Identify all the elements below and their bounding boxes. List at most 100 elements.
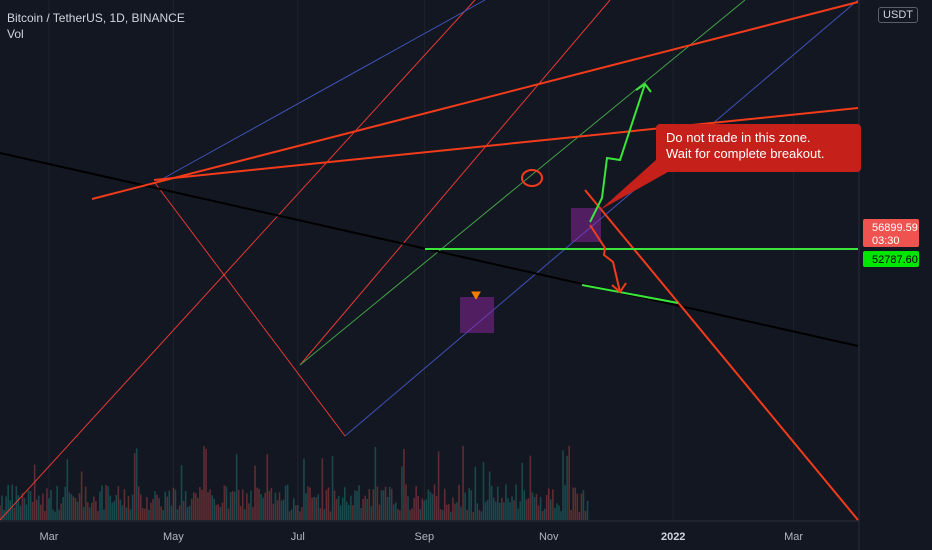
volume-bar bbox=[105, 484, 107, 520]
volume-bar bbox=[64, 486, 67, 520]
volume-bar bbox=[378, 504, 381, 520]
volume-bar bbox=[323, 509, 326, 520]
volume-bar bbox=[190, 498, 193, 520]
volume-bar bbox=[343, 487, 346, 520]
volume-bar bbox=[109, 495, 111, 520]
volume-bar bbox=[205, 448, 207, 520]
volume-bar bbox=[368, 489, 371, 520]
volume-bar bbox=[452, 497, 454, 520]
volume-bar bbox=[433, 484, 436, 520]
volume-bar bbox=[558, 505, 560, 520]
volume-bar bbox=[313, 496, 315, 520]
volume-bar bbox=[382, 490, 385, 520]
volume-bar bbox=[7, 484, 9, 520]
volume-bar bbox=[411, 508, 413, 520]
volume-bar bbox=[48, 498, 50, 520]
volume-bar bbox=[441, 510, 444, 520]
volume-bar bbox=[541, 510, 544, 520]
x-tick-label: Nov bbox=[539, 531, 559, 543]
volume-bar bbox=[429, 491, 432, 520]
volume-bar bbox=[580, 493, 583, 520]
volume-bar bbox=[235, 454, 238, 520]
x-tick-label: May bbox=[163, 531, 184, 543]
volume-bar bbox=[125, 507, 128, 520]
volume-bar bbox=[576, 493, 579, 520]
price-tags: 56899.59 03:30 52787.60 bbox=[863, 219, 919, 267]
volume-bar bbox=[533, 497, 536, 520]
volume-bar bbox=[31, 501, 34, 520]
volume-bar bbox=[40, 504, 42, 520]
volume-bar bbox=[503, 502, 505, 520]
volume-bar bbox=[460, 506, 462, 520]
volume-bar bbox=[290, 509, 293, 520]
volume-bar bbox=[515, 484, 517, 520]
volume-bar bbox=[164, 491, 167, 520]
volume-bar bbox=[33, 464, 36, 520]
bar-countdown: 03:30 bbox=[872, 235, 900, 247]
volume-bar bbox=[466, 509, 468, 520]
volume-bar bbox=[437, 451, 440, 520]
volume-bar bbox=[162, 510, 164, 520]
x-tick-label: Sep bbox=[415, 531, 435, 543]
volume-bar bbox=[17, 495, 20, 520]
volume-bar bbox=[519, 501, 521, 520]
volume-bar bbox=[523, 490, 526, 520]
volume-bar bbox=[201, 489, 203, 520]
last-price-value: 56899.59 bbox=[872, 222, 918, 234]
volume-bar bbox=[376, 486, 379, 520]
volume-bar bbox=[58, 509, 60, 520]
volume-legend[interactable]: Vol bbox=[7, 27, 24, 41]
volume-bar bbox=[556, 503, 558, 520]
volume-bar bbox=[484, 502, 487, 520]
volume-bar bbox=[470, 490, 473, 520]
volume-bar bbox=[419, 509, 422, 520]
bullish-arrowhead bbox=[635, 82, 652, 93]
volume-bar bbox=[509, 502, 511, 520]
volume-bar bbox=[417, 495, 419, 520]
volume-bar bbox=[142, 507, 144, 520]
x-tick-label: Jul bbox=[291, 531, 305, 543]
volume-bar bbox=[270, 487, 273, 520]
volume-bar bbox=[70, 494, 73, 520]
volume-bar bbox=[266, 454, 269, 520]
volume-bar bbox=[68, 492, 71, 520]
volume-bar bbox=[15, 486, 18, 520]
volume-bar bbox=[103, 509, 105, 520]
volume-bar bbox=[123, 489, 126, 520]
volume-bar bbox=[307, 486, 309, 520]
volume-bar bbox=[303, 458, 305, 520]
volume-bar bbox=[295, 505, 297, 520]
volume-bar bbox=[415, 485, 417, 520]
volume-bar bbox=[11, 484, 14, 520]
volume-bar bbox=[258, 488, 260, 520]
top-circle-marker bbox=[521, 169, 543, 187]
volume-bar bbox=[346, 501, 348, 520]
symbol-title[interactable]: Bitcoin / TetherUS, 1D, BINANCE bbox=[7, 11, 185, 25]
volume-bar bbox=[219, 507, 222, 520]
volume-bar bbox=[186, 506, 189, 520]
volume-bar bbox=[223, 485, 226, 520]
volume-bar bbox=[358, 485, 360, 520]
volume-bar bbox=[380, 490, 383, 520]
x-tick-label: Mar bbox=[784, 531, 803, 543]
volume-bar bbox=[468, 488, 470, 520]
volume-bar bbox=[584, 510, 587, 520]
bearish-arrowhead bbox=[611, 282, 627, 294]
volume-bar bbox=[131, 494, 134, 520]
time-axis[interactable]: Mar May Jul Sep Nov 2022 Mar bbox=[39, 531, 803, 543]
volume-bar bbox=[50, 489, 52, 520]
volume-bar bbox=[431, 494, 434, 520]
volume-bar bbox=[97, 511, 99, 520]
volume-bar bbox=[325, 489, 328, 520]
callout-annotation[interactable]: Do not trade in this zone. Wait for comp… bbox=[656, 124, 861, 172]
currency-button[interactable]: USDT bbox=[878, 7, 918, 23]
volume-bar bbox=[252, 506, 254, 520]
volume-bar bbox=[182, 500, 185, 520]
volume-bar bbox=[535, 493, 538, 520]
volume-bar bbox=[178, 505, 181, 520]
volume-bar bbox=[274, 492, 277, 520]
volume-bar bbox=[168, 490, 171, 520]
